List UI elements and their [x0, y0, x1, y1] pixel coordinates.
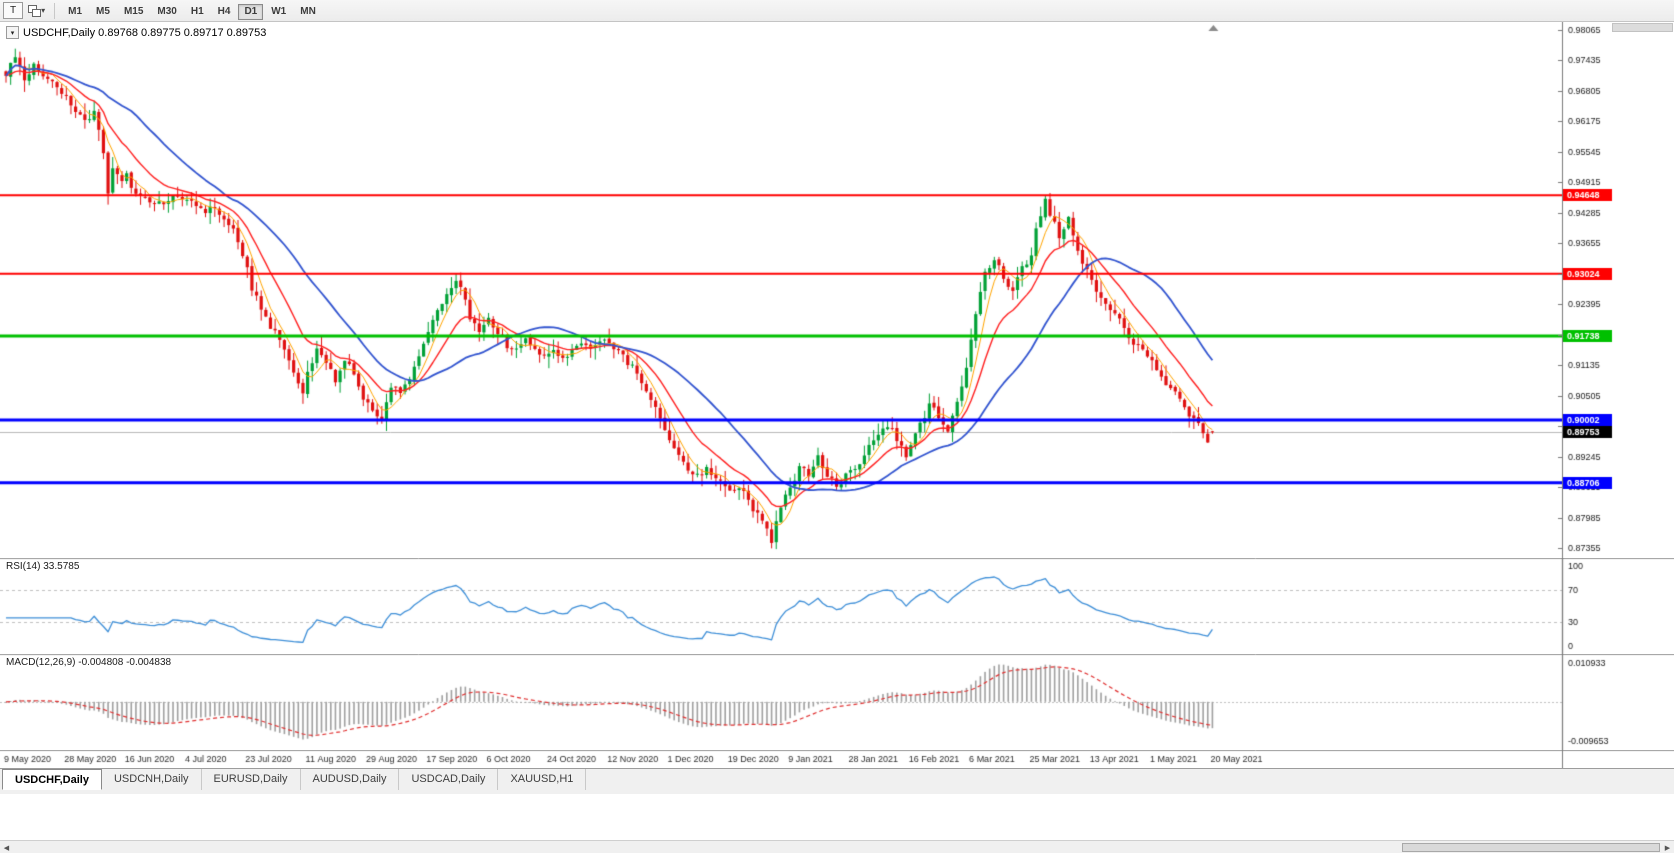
- chart-tools-button[interactable]: T: [3, 2, 24, 19]
- toolbar-separator: [54, 2, 56, 19]
- tab-xauusd-h1[interactable]: XAUUSD,H1: [498, 769, 587, 790]
- chevron-down-icon: ▾: [41, 5, 46, 15]
- timeframe-button-h4[interactable]: H4: [212, 4, 237, 20]
- rsi-indicator-canvas[interactable]: [0, 558, 1674, 654]
- scroll-left-button[interactable]: ◀: [3, 844, 10, 852]
- axis-corner-marker: [1612, 23, 1673, 32]
- chart-layout-button[interactable]: ▾: [25, 1, 48, 20]
- top-toolbar: T ▾ M1 M5 M15 M30 H1 H4 D1 W1 MN: [0, 0, 1674, 22]
- chart-title-text: USDCHF,Daily 0.89768 0.89775 0.89717 0.8…: [23, 26, 267, 39]
- price-chart-canvas[interactable]: [0, 22, 1674, 558]
- scroll-right-button[interactable]: ▶: [1664, 844, 1671, 852]
- timeframe-button-m15[interactable]: M15: [118, 4, 149, 20]
- macd-label: MACD(12,26,9) -0.004808 -0.004838: [6, 657, 172, 668]
- timeframe-button-m5[interactable]: M5: [90, 4, 116, 20]
- tab-usdcnh-daily[interactable]: USDCNH,Daily: [102, 769, 202, 790]
- timeframe-button-mn[interactable]: MN: [294, 4, 322, 20]
- date-axis-canvas: [0, 750, 1674, 768]
- tab-usdchf-daily[interactable]: USDCHF,Daily: [2, 769, 102, 790]
- macd-indicator-canvas[interactable]: [0, 654, 1674, 750]
- timeframe-button-m1[interactable]: M1: [62, 4, 88, 20]
- layers-icon: [28, 5, 42, 17]
- tab-eurusd-daily[interactable]: EURUSD,Daily: [202, 769, 301, 790]
- timeframe-button-h1[interactable]: H1: [185, 4, 210, 20]
- horizontal-scrollbar[interactable]: ◀ ▶: [0, 840, 1674, 853]
- tab-audusd-daily[interactable]: AUDUSD,Daily: [301, 769, 400, 790]
- chart-tab-bar: USDCHF,Daily USDCNH,Daily EURUSD,Daily AUDU…: [0, 768, 1674, 794]
- rsi-label: RSI(14) 33.5785: [6, 561, 80, 572]
- chart-menu-icon[interactable]: ▾: [6, 26, 19, 39]
- scrollbar-thumb[interactable]: [1402, 843, 1660, 852]
- timeframe-button-d1[interactable]: D1: [238, 4, 264, 20]
- timeframe-button-w1[interactable]: W1: [265, 4, 292, 20]
- timeframe-button-m30[interactable]: M30: [151, 4, 182, 20]
- tab-usdcad-daily[interactable]: USDCAD,Daily: [399, 769, 499, 790]
- chart-title: ▾ USDCHF,Daily 0.89768 0.89775 0.89717 0…: [6, 26, 266, 39]
- timeframe-button-group: M1 M5 M15 M30 H1 H4 D1 W1 MN: [61, 1, 323, 20]
